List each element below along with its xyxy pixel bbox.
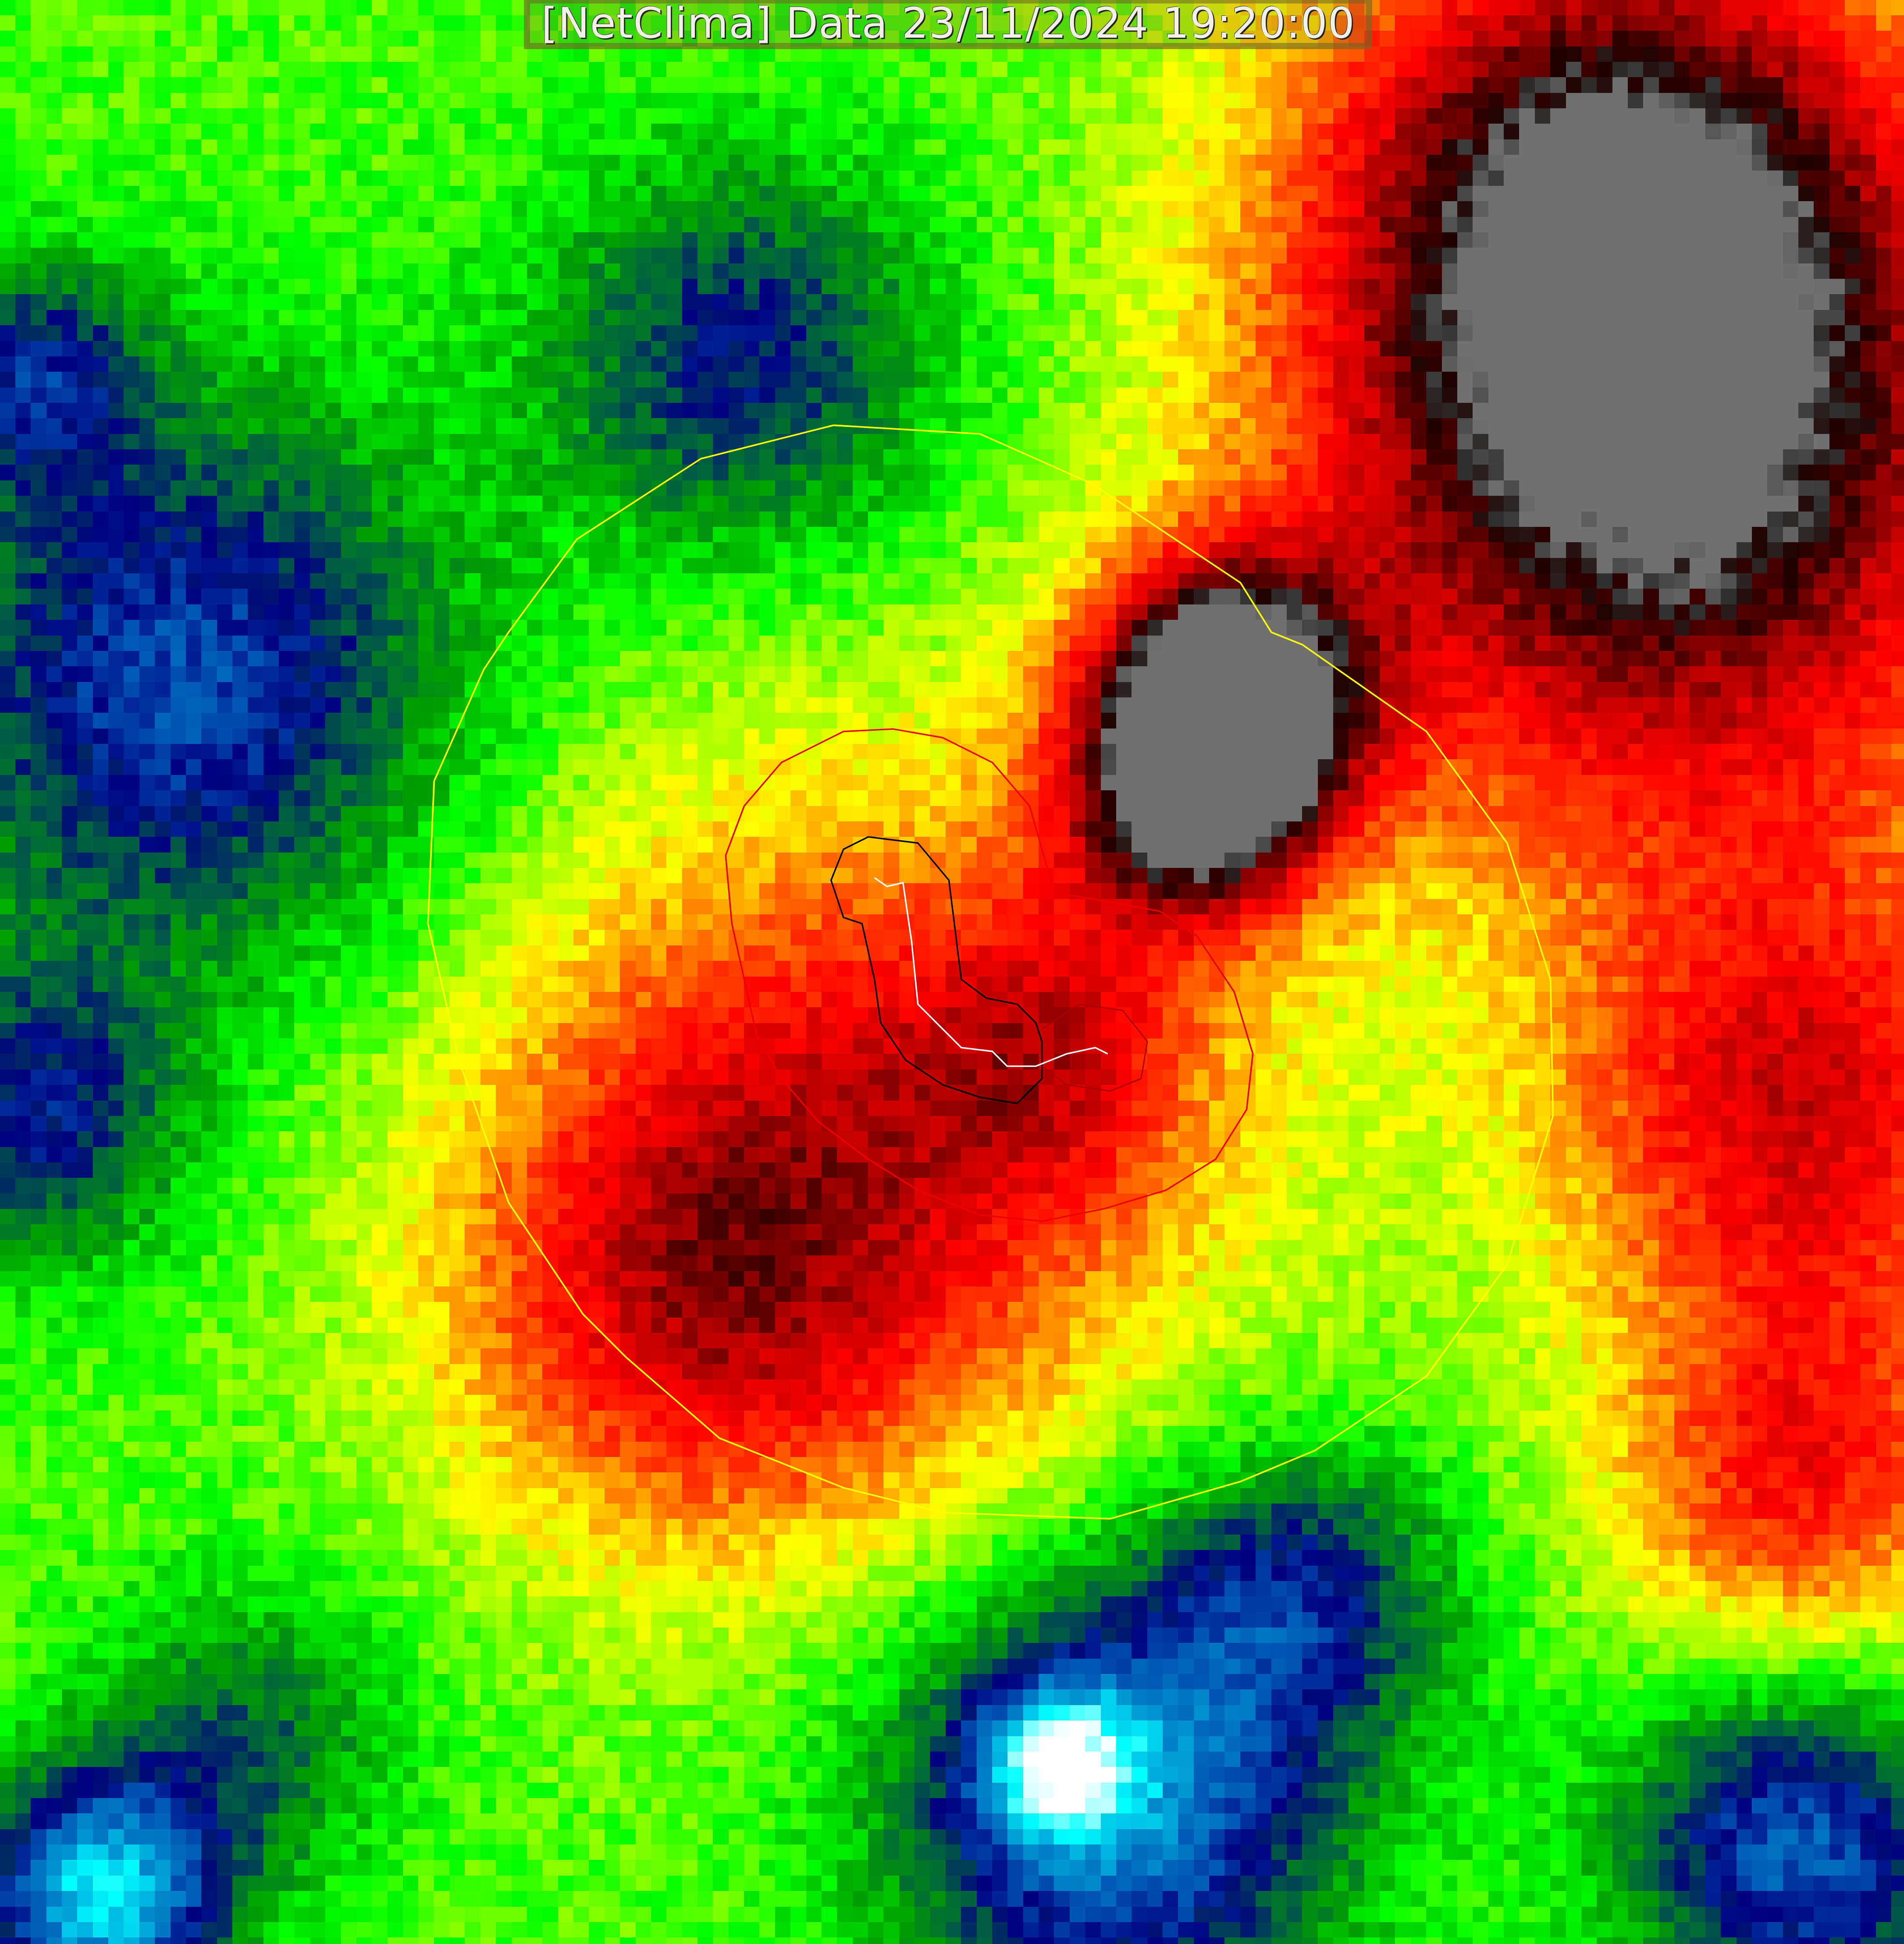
small-red-loop-contour — [1041, 1003, 1148, 1092]
inner-black-contour — [830, 836, 1043, 1105]
storm-track-line — [874, 877, 1108, 1067]
middle-red-contour — [725, 728, 1254, 1222]
title-banner: [NetClima] Data 23/11/2024 19:20:00 — [524, 0, 1372, 49]
title-text: [NetClima] Data 23/11/2024 19:20:00 — [541, 0, 1355, 48]
outer-yellow-contour — [427, 424, 1554, 1520]
